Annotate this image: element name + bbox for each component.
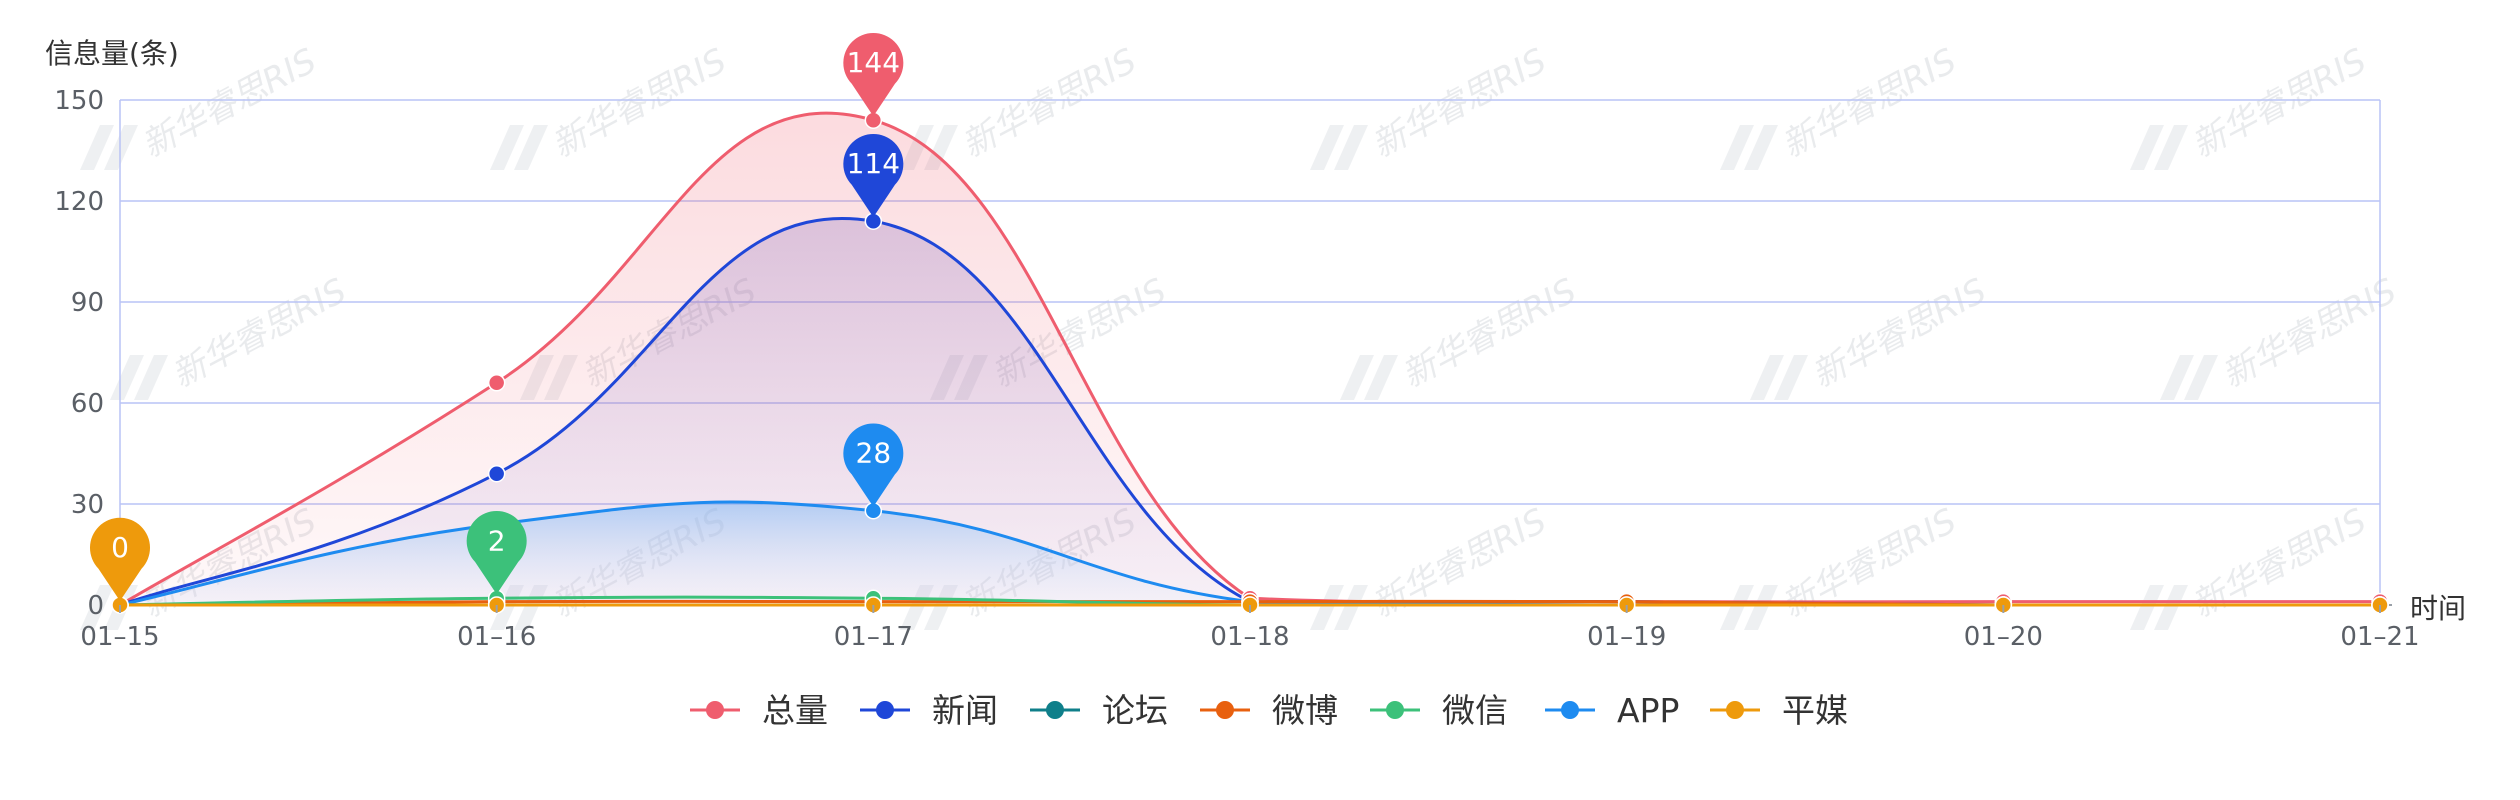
watermark: 新华睿思RIS [1310, 501, 1553, 630]
y-tick-label: 150 [54, 86, 104, 116]
legend-item[interactable]: 微博 [1200, 691, 1338, 730]
watermark: 新华睿思RIS [490, 41, 733, 170]
value-pin: 28 [843, 423, 904, 507]
watermark-text: 新华睿思RIS [1775, 501, 1963, 626]
pin-label: 2 [488, 524, 506, 557]
legend-item[interactable]: 微信 [1370, 691, 1508, 730]
watermark-text: 新华睿思RIS [1365, 501, 1553, 626]
watermark-logo [80, 125, 138, 170]
legend-marker [1726, 701, 1744, 719]
value-pin: 114 [843, 133, 904, 218]
legend-item[interactable]: 新闻 [860, 691, 998, 730]
watermark-text: 新华睿思RIS [2185, 501, 2373, 626]
pin-shape [89, 517, 150, 601]
watermark: 新华睿思RIS [110, 271, 353, 400]
y-tick-label: 0 [87, 591, 104, 621]
legend-label: 微信 [1442, 691, 1508, 730]
watermark-text: 新华睿思RIS [545, 41, 733, 166]
watermark-text: 新华睿思RIS [2185, 41, 2373, 166]
y-axis-title: 信息量(条) [45, 37, 179, 70]
watermark-text: 新华睿思RIS [1395, 271, 1583, 396]
pin-label: 114 [847, 147, 900, 180]
legend-label: 总量 [762, 691, 828, 730]
legend-item[interactable]: 论坛 [1030, 691, 1168, 730]
watermark: 新华睿思RIS [900, 41, 1143, 170]
watermark: 新华睿思RIS [1310, 41, 1553, 170]
series-areas [120, 113, 2380, 605]
watermark-text: 新华睿思RIS [955, 41, 1143, 166]
watermark-logo [1340, 355, 1398, 400]
watermark: 新华睿思RIS [2160, 271, 2403, 400]
legend-label: 微博 [1272, 691, 1338, 730]
data-point[interactable] [487, 374, 506, 392]
watermark: 新华睿思RIS [2130, 41, 2373, 170]
x-tick-label: 01–19 [1587, 622, 1666, 652]
legend-item[interactable]: APP [1545, 691, 1679, 730]
watermark-logo [2160, 355, 2218, 400]
watermark-text: 新华睿思RIS [1805, 271, 1993, 396]
watermark-logo [1310, 585, 1368, 630]
watermark: 新华睿思RIS [1750, 271, 1993, 400]
legend-marker [1386, 701, 1404, 719]
watermark-logo [1720, 125, 1778, 170]
watermark: 新华睿思RIS [2130, 501, 2373, 630]
y-tick-label: 90 [71, 288, 104, 318]
legend-marker [706, 701, 724, 719]
watermark-text: 新华睿思RIS [165, 271, 353, 396]
value-pin: 2 [466, 511, 527, 595]
pin-shape [843, 423, 904, 507]
legend-marker [1216, 701, 1234, 719]
pin-label: 28 [856, 437, 892, 470]
legend-label: APP [1617, 691, 1679, 730]
x-tick-label: 01–16 [457, 622, 536, 652]
legend-marker [876, 701, 894, 719]
pin-label: 0 [111, 531, 129, 564]
watermark-logo [1720, 585, 1778, 630]
legend-label: 新闻 [932, 691, 998, 730]
x-tick-label: 01–20 [1964, 622, 2043, 652]
value-pin: 144 [843, 32, 904, 117]
pin-shape [843, 32, 904, 117]
pin-shape [843, 133, 904, 218]
legend-item[interactable]: 平媒 [1710, 691, 1848, 730]
watermark-text: 新华睿思RIS [1365, 41, 1553, 166]
watermark-logo [1310, 125, 1368, 170]
watermark-logo [1750, 355, 1808, 400]
y-tick-label: 120 [54, 187, 104, 217]
legend-label: 平媒 [1782, 691, 1848, 730]
y-tick-label: 30 [71, 490, 104, 520]
area-5 [120, 502, 2380, 605]
legend-marker [1046, 701, 1064, 719]
pin-shape [466, 511, 527, 595]
x-tick-label: 01–21 [2340, 622, 2419, 652]
legend[interactable]: 总量 新闻 论坛 微博 微信 APP 平媒 [690, 691, 1848, 730]
watermark-logo [2130, 125, 2188, 170]
data-point[interactable] [487, 464, 506, 483]
legend-label: 论坛 [1102, 691, 1168, 730]
watermark: 新华睿思RIS [1720, 41, 1963, 170]
watermark: 新华睿思RIS [1720, 501, 1963, 630]
pin-label: 144 [847, 46, 900, 79]
watermark: 新华睿思RIS [1340, 271, 1583, 400]
legend-item[interactable]: 总量 [690, 691, 828, 730]
value-pins: 144 114 28 2 0 [89, 32, 904, 601]
watermark-logo [110, 355, 168, 400]
watermark-logo [490, 125, 548, 170]
watermark-logo [80, 585, 138, 630]
watermark-logo [2130, 585, 2188, 630]
x-axis-title: 时间 [2410, 592, 2466, 625]
watermark-text: 新华睿思RIS [1775, 41, 1963, 166]
x-tick-label: 01–17 [834, 622, 913, 652]
y-tick-label: 60 [71, 389, 104, 419]
value-pin: 0 [89, 517, 150, 601]
legend-marker [1561, 701, 1579, 719]
x-tick-label: 01–15 [80, 622, 159, 652]
watermark-text: 新华睿思RIS [2215, 271, 2403, 396]
x-tick-label: 01–18 [1210, 622, 1289, 652]
